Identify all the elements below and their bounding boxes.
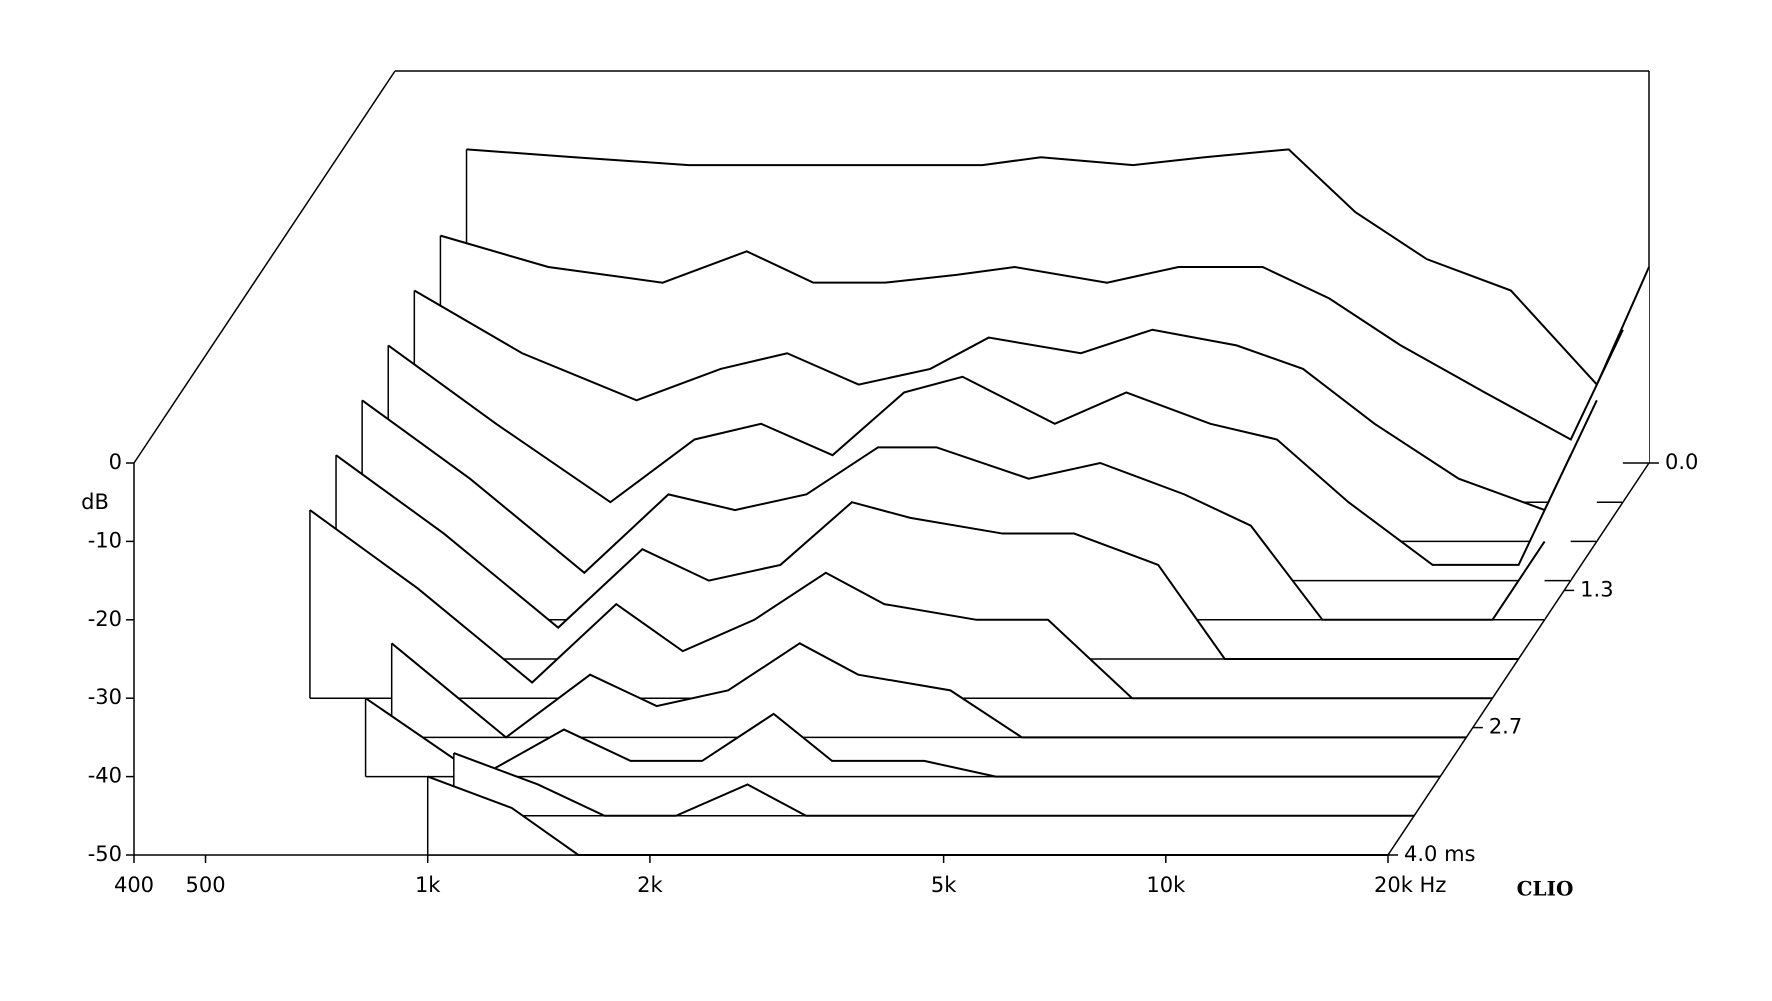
slice-line [427,775,1388,856]
x-tick-label: 10k [1146,873,1186,897]
x-tick-label: 5k [931,873,957,897]
y-tick-label: -10 [88,528,122,552]
axis-line [133,70,396,464]
y-tick-label: 0 [109,450,122,474]
slice-line [466,148,1650,387]
slice-line [413,289,1598,512]
slice-fill [336,455,1519,659]
t-tick-label: 1.3 [1580,577,1613,601]
y-tick-label: -20 [88,607,122,631]
x-tick-label: 2k [637,873,663,897]
y-tick-label: -50 [88,842,122,866]
slice-line [391,642,1467,739]
y-tick-label: -40 [88,764,122,788]
slice-line [365,697,1441,778]
y-tick-label: -30 [88,685,122,709]
t-tick-label: 4.0 ms [1404,842,1475,866]
t-tick-label: 0.0 [1665,450,1698,474]
x-tick-label: 400 [114,873,154,897]
slice-line [309,509,1493,700]
x-tick-label: 20k Hz [1374,873,1446,897]
slice-fill [391,643,1467,738]
y-axis-label: dB [81,490,109,514]
slice-fill [453,753,1415,816]
x-tick-label: 500 [185,873,225,897]
slice-line [453,752,1415,817]
slice-line [361,399,1546,621]
t-tick-label: 2.7 [1489,715,1522,739]
slice-fill [427,776,1388,855]
slice-line [387,344,1572,566]
brand: CLIO [1517,877,1574,901]
slice-line [440,234,1624,441]
slice-line [335,454,1519,660]
x-tick-label: 1k [415,873,441,897]
slice-fill [309,510,1493,699]
